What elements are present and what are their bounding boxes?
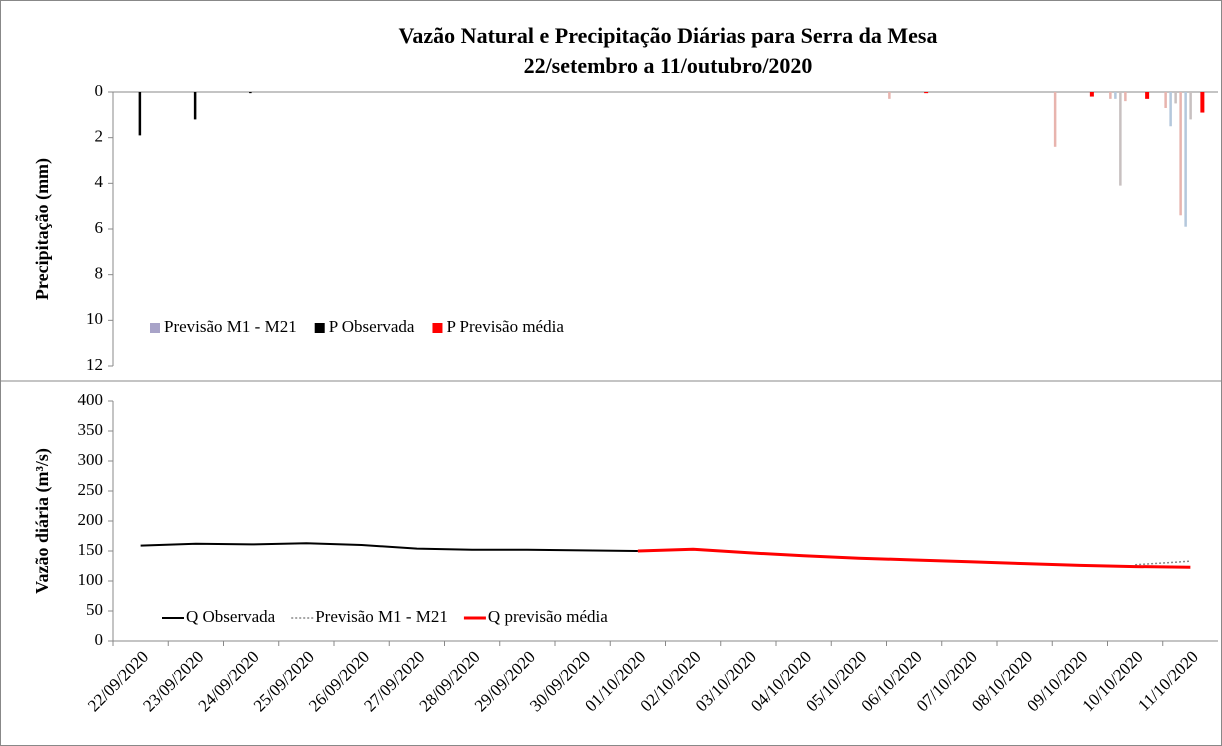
bar (249, 92, 252, 94)
chart-subtitle: 22/setembro a 11/outubro/2020 (524, 53, 813, 78)
ensemble-bar (1124, 92, 1127, 102)
line (637, 547, 1191, 569)
ensemble-bar (1109, 92, 1112, 99)
legend-swatch (314, 323, 325, 333)
ensemble-bar (1164, 92, 1167, 108)
legend-label: Q Observada (186, 607, 276, 626)
y-axis-label: Vazão diária (m³/s) (32, 448, 53, 594)
bar (924, 92, 929, 94)
bar (1145, 92, 1150, 99)
y-tick-label: 6 (95, 218, 104, 237)
y-tick-label: 10 (86, 309, 103, 328)
y-tick-label: 200 (78, 510, 104, 529)
ensemble-bar (1119, 92, 1122, 186)
ensemble-bar (1169, 92, 1172, 127)
chart-title: Vazão Natural e Precipitação Diárias par… (399, 23, 938, 48)
legend-swatch (432, 323, 443, 333)
y-tick-label: 4 (95, 172, 104, 191)
ensemble-bar (1053, 92, 1057, 147)
ensemble-bar (1189, 92, 1192, 120)
y-tick-label: 50 (86, 600, 103, 619)
bar (138, 92, 142, 136)
y-tick-label: 300 (78, 450, 104, 469)
y-tick-label: 150 (78, 540, 104, 559)
bar (1200, 92, 1205, 113)
y-tick-label: 400 (78, 390, 104, 409)
legend-label: P Previsão média (446, 317, 564, 336)
ensemble-bar (1174, 92, 1177, 104)
legend-swatch (150, 323, 160, 333)
y-tick-label: 350 (78, 420, 104, 439)
legend-label: Q previsão média (488, 607, 608, 626)
y-tick-label: 8 (95, 264, 104, 283)
y-tick-label: 12 (86, 355, 103, 374)
legend-label: Previsão M1 - M21 (315, 607, 448, 626)
bar (193, 92, 197, 120)
x-tick-label: 11/10/2020 (1134, 647, 1202, 715)
ensemble-bar (1184, 92, 1187, 227)
y-tick-label: 0 (95, 81, 104, 100)
y-axis-label: Precipitação (mm) (32, 158, 53, 300)
line (1135, 560, 1191, 566)
y-tick-label: 100 (78, 570, 104, 589)
ensemble-bar (1179, 92, 1182, 216)
bar (1089, 92, 1094, 97)
y-tick-label: 2 (95, 127, 104, 146)
legend-label: Previsão M1 - M21 (164, 317, 297, 336)
line (140, 542, 638, 552)
ensemble-bar (888, 92, 891, 99)
legend-label: P Observada (329, 317, 415, 336)
y-tick-label: 0 (95, 630, 104, 649)
y-tick-label: 250 (78, 480, 104, 499)
ensemble-bar (1114, 92, 1117, 99)
